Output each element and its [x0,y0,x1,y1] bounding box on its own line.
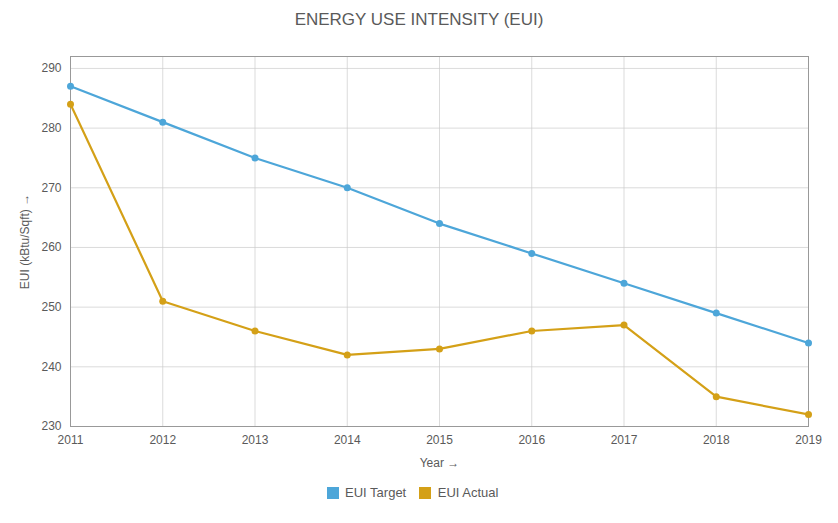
svg-text:2013: 2013 [242,433,269,447]
svg-text:290: 290 [41,61,61,75]
svg-text:2018: 2018 [703,433,730,447]
svg-text:260: 260 [41,240,61,254]
svg-text:2015: 2015 [426,433,453,447]
svg-text:2016: 2016 [518,433,545,447]
svg-text:250: 250 [41,300,61,314]
html-text:EUI Target: EUI Target [345,485,407,500]
svg-text:240: 240 [41,360,61,374]
svg-text:280: 280 [41,121,61,135]
svg-text:2012: 2012 [149,433,176,447]
svg-text:EUI (kBtu/Sqft) →: EUI (kBtu/Sqft) → [18,194,32,289]
svg-text:Year →: Year → [420,456,460,470]
svg-text:270: 270 [41,181,61,195]
svg-text:2019: 2019 [795,433,822,447]
svg-text:2017: 2017 [611,433,638,447]
svg-text:2014: 2014 [334,433,361,447]
html-text:EUI Actual: EUI Actual [437,485,499,500]
html-text:ENERGY USE INTENSITY (EUI): ENERGY USE INTENSITY (EUI) [294,10,544,29]
svg-text:230: 230 [41,419,61,433]
svg-text:2011: 2011 [58,433,84,447]
